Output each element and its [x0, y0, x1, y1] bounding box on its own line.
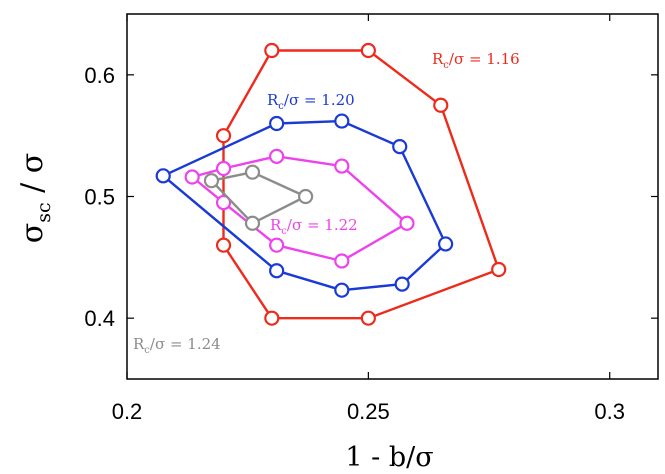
series-2 [155, 113, 454, 298]
series-4 [203, 164, 314, 231]
x-axis-label: 1 - b/σ [345, 442, 433, 473]
series-label-pre: R [270, 216, 282, 234]
series-label: Rc/σ = 1.20 [267, 91, 355, 112]
data-point [264, 42, 280, 59]
data-point [155, 168, 171, 184]
data-point [215, 194, 232, 211]
series-label-sub: c [281, 226, 287, 237]
series-1 [215, 42, 507, 326]
data-point [244, 164, 261, 180]
data-point [334, 282, 350, 298]
y-tick-label: 0.4 [84, 306, 115, 331]
data-point [438, 236, 454, 252]
data-point [334, 158, 350, 174]
data-point [269, 263, 285, 279]
series-label-sub: c [443, 60, 449, 71]
y-axis-label: σsc / σ [15, 153, 55, 244]
y-tick-label: 0.5 [84, 185, 115, 210]
series-label-pre: R [133, 335, 145, 353]
data-point [264, 310, 280, 326]
y-tick-label: 0.6 [84, 63, 115, 88]
data-point [433, 97, 449, 113]
data-point [334, 113, 350, 129]
y-axis-label-rest: / σ [15, 153, 50, 203]
data-point [269, 237, 285, 253]
data-point [215, 237, 232, 253]
data-point [298, 188, 314, 205]
data-point [334, 253, 350, 269]
x-tick-label: 0.2 [112, 399, 143, 424]
x-tick-label: 0.3 [594, 399, 625, 424]
data-point [360, 310, 376, 326]
data-point [491, 261, 507, 278]
data-point [394, 276, 410, 292]
y-axis-label-main: σ [15, 223, 50, 243]
data-point [215, 160, 232, 177]
series-label: Rc/σ = 1.24 [133, 335, 221, 356]
data-point [184, 169, 200, 185]
y-axis-label-sub: sc [33, 202, 55, 222]
x-tick-label: 0.25 [347, 399, 390, 424]
series-label-pre: R [432, 50, 444, 68]
data-point [269, 148, 285, 164]
axes: 0.2 0.25 0.3 0.4 0.5 0.6 1 - b/σ σsc / σ [15, 13, 659, 473]
series-layer [155, 42, 507, 326]
series-3 [184, 148, 415, 269]
series-label: Rc/σ = 1.16 [432, 50, 520, 71]
series-label-post: /σ = 1.20 [284, 91, 355, 109]
series-label-post: /σ = 1.16 [449, 50, 520, 68]
series-label-post: /σ = 1.24 [150, 335, 221, 353]
series-label: Rc/σ = 1.22 [270, 216, 358, 237]
data-point [215, 128, 232, 144]
series-label-post: /σ = 1.22 [287, 216, 358, 234]
series-label-sub: c [278, 101, 284, 112]
data-point [244, 215, 261, 231]
data-point [203, 173, 220, 189]
data-point [360, 42, 376, 59]
data-point [399, 215, 415, 231]
data-point [269, 115, 285, 132]
series-label-pre: R [267, 91, 279, 109]
data-point [392, 139, 408, 155]
series-label-sub: c [144, 345, 150, 356]
